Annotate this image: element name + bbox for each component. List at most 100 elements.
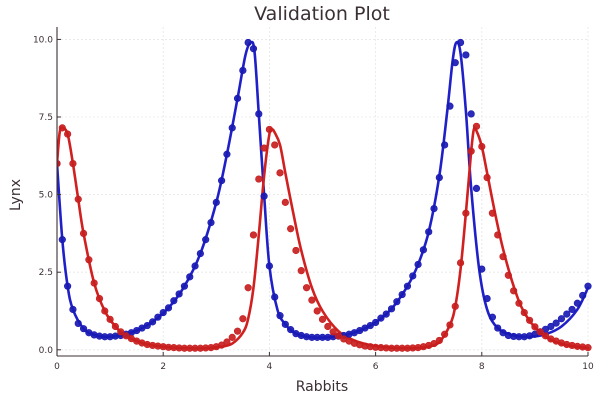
axes-layer: 0 2 4 6 8 10 0.0 2.5 5.0 7.5 10.0 (33, 27, 594, 372)
y-tick-label: 0.0 (39, 346, 54, 356)
data-point (324, 322, 332, 331)
data-point (79, 325, 88, 333)
x-axis-label: Rabbits (296, 379, 348, 395)
y-axis-label: Lynx (8, 179, 24, 211)
data-point (372, 318, 380, 327)
data-point (287, 326, 295, 334)
data-point (196, 249, 204, 258)
data-point (483, 294, 491, 303)
series-line-0 (57, 40, 590, 340)
data-point (382, 310, 390, 318)
data-point (228, 333, 236, 341)
data-point (525, 316, 534, 324)
data-point (451, 302, 459, 310)
data-point (186, 273, 194, 281)
data-point (462, 51, 470, 59)
y-tick-label: 10.0 (33, 35, 53, 45)
data-point (414, 260, 422, 269)
data-point (281, 198, 289, 206)
data-point (218, 177, 226, 185)
data-point (435, 173, 443, 182)
x-tick-label: 0 (54, 362, 60, 372)
data-point (568, 305, 576, 314)
data-point (74, 195, 82, 203)
x-tick-label: 8 (479, 362, 485, 372)
data-point (260, 144, 268, 152)
data-point (515, 299, 523, 307)
data-point (510, 287, 518, 295)
data-point (478, 142, 486, 151)
data-point (409, 272, 417, 280)
data-point (175, 290, 183, 298)
data-point (85, 256, 93, 264)
data-point (79, 229, 88, 238)
data-point (478, 265, 486, 273)
data-point (180, 282, 189, 290)
data-point (271, 141, 279, 149)
data-point (64, 130, 72, 138)
data-point (287, 225, 295, 233)
data-point (488, 209, 497, 217)
data-point (563, 310, 571, 318)
data-point (117, 328, 125, 336)
data-point (541, 332, 550, 340)
data-point (430, 339, 438, 348)
data-point (334, 332, 343, 340)
data-point (265, 262, 274, 270)
data-point (239, 315, 247, 323)
data-point (207, 218, 215, 227)
data-point (483, 173, 491, 182)
data-point (504, 271, 512, 279)
data-point (292, 246, 300, 255)
series-layer (57, 38, 592, 352)
data-point (387, 305, 396, 313)
data-point (494, 324, 502, 332)
data-point (244, 284, 252, 292)
data-point (579, 291, 587, 300)
data-point (276, 169, 284, 177)
y-tick-label: 2.5 (39, 268, 53, 278)
x-tick-label: 10 (582, 362, 594, 372)
data-point (366, 321, 374, 330)
data-point (393, 298, 401, 306)
data-point (297, 267, 305, 275)
data-point (547, 322, 555, 331)
data-point (260, 192, 268, 200)
data-point (255, 110, 263, 118)
data-point (74, 319, 82, 328)
data-point (265, 125, 274, 134)
x-tick-label: 6 (373, 362, 379, 372)
data-point (233, 327, 242, 335)
data-point (472, 122, 481, 130)
data-point (446, 102, 454, 110)
data-point (430, 204, 438, 213)
data-point (69, 305, 77, 314)
data-point (58, 124, 66, 132)
data-point (520, 308, 528, 317)
data-point (228, 124, 236, 132)
data-point (58, 236, 66, 244)
data-point (249, 45, 258, 53)
data-point (441, 330, 449, 338)
data-point (281, 320, 289, 328)
data-point (276, 312, 284, 320)
data-point (573, 299, 581, 307)
data-point (308, 296, 316, 304)
data-point (584, 282, 592, 290)
data-point (143, 321, 151, 330)
grid-layer (56, 27, 589, 356)
data-point (557, 315, 566, 323)
data-point (255, 175, 263, 183)
data-point (111, 322, 120, 331)
data-point (398, 290, 406, 299)
data-point (377, 314, 385, 322)
data-point (202, 236, 210, 244)
data-point (164, 304, 173, 312)
data-point (212, 198, 220, 206)
data-point (244, 38, 252, 47)
data-point (233, 94, 242, 102)
data-point (584, 344, 592, 352)
data-point (223, 338, 231, 346)
